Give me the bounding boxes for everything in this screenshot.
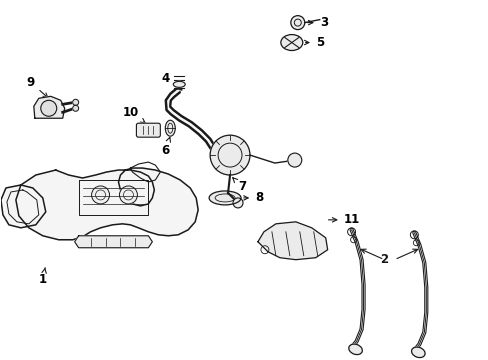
Polygon shape <box>1 185 46 228</box>
Text: 5: 5 <box>304 36 324 49</box>
Polygon shape <box>16 168 198 240</box>
Text: 8: 8 <box>243 192 263 204</box>
Circle shape <box>210 135 249 175</box>
Polygon shape <box>75 236 152 248</box>
Ellipse shape <box>173 81 185 87</box>
Text: 11: 11 <box>328 213 359 226</box>
Circle shape <box>290 15 304 30</box>
Ellipse shape <box>348 344 362 355</box>
Text: 9: 9 <box>27 76 48 98</box>
Circle shape <box>91 186 109 204</box>
Text: 10: 10 <box>122 106 145 123</box>
Text: 2: 2 <box>380 253 388 266</box>
Text: 1: 1 <box>39 267 47 286</box>
Circle shape <box>287 153 301 167</box>
Text: 7: 7 <box>232 178 245 193</box>
Ellipse shape <box>411 347 424 357</box>
Circle shape <box>73 99 79 105</box>
Text: 4: 4 <box>161 72 182 90</box>
Circle shape <box>119 186 137 204</box>
Polygon shape <box>258 222 327 260</box>
Ellipse shape <box>165 120 175 136</box>
Circle shape <box>73 105 79 111</box>
Polygon shape <box>34 96 64 118</box>
Circle shape <box>41 100 57 116</box>
Text: 6: 6 <box>161 137 170 157</box>
Text: 3: 3 <box>307 16 327 29</box>
Ellipse shape <box>280 35 302 50</box>
Ellipse shape <box>209 191 241 205</box>
Circle shape <box>233 198 243 208</box>
FancyBboxPatch shape <box>136 123 160 137</box>
